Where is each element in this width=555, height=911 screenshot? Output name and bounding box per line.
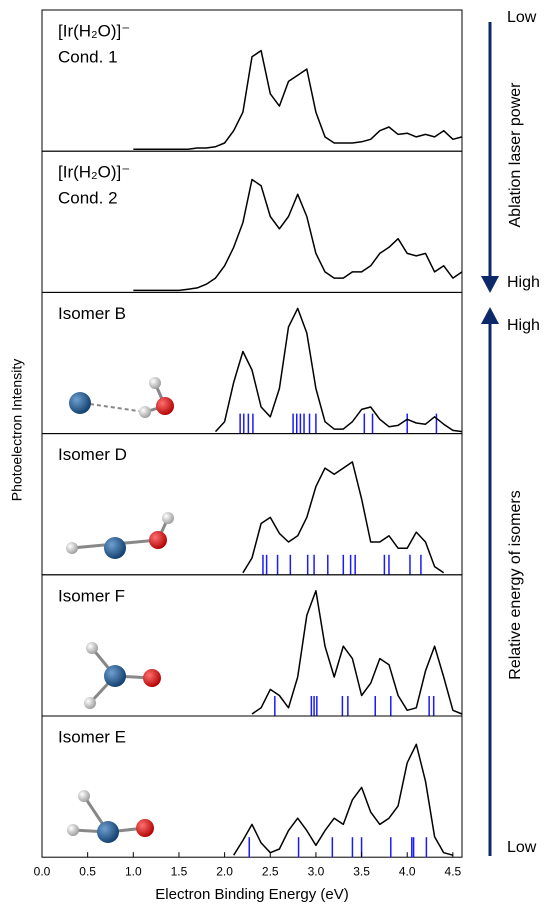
spectrum-line xyxy=(233,743,454,856)
molecule-e xyxy=(67,790,154,843)
y-axis-label: Photoelectron Intensity xyxy=(9,359,25,501)
annotation: High xyxy=(507,317,540,334)
molecule-f xyxy=(84,642,161,709)
arrow-head xyxy=(481,307,499,324)
annotation: Low xyxy=(507,839,537,856)
panel-frame xyxy=(41,715,463,858)
spectrum-line xyxy=(214,307,463,433)
spectrum-line xyxy=(133,178,463,292)
arrows xyxy=(481,22,499,856)
panel-title: [Ir(H₂O)]⁻ xyxy=(58,163,130,182)
annotation: Low xyxy=(507,9,537,26)
x-tick-label: 0.5 xyxy=(79,864,96,878)
x-tick-label: 2.5 xyxy=(262,864,279,878)
x-tick-label: 2.0 xyxy=(216,864,233,878)
molecule-d xyxy=(66,512,174,559)
x-tick-label: 4.0 xyxy=(399,864,416,878)
x-axis-label: Electron Binding Energy (eV) xyxy=(155,886,348,903)
arrow-head xyxy=(481,276,499,293)
annotation: High xyxy=(507,274,540,291)
annotation: Ablation laser power xyxy=(507,82,524,228)
x-tick-label: 0.0 xyxy=(34,864,51,878)
panel-title: Isomer D xyxy=(58,445,127,464)
x-tick-label: 3.0 xyxy=(308,864,325,878)
spectrum-line xyxy=(251,590,463,715)
spectrum-line xyxy=(133,49,463,150)
panel-title: [Ir(H₂O)]⁻ xyxy=(58,21,130,40)
x-tick-label: 1.0 xyxy=(125,864,142,878)
x-tick-label: 1.5 xyxy=(171,864,188,878)
panel-subtitle: Cond. 1 xyxy=(58,47,118,66)
panel-title: Isomer F xyxy=(58,586,125,605)
molecule-b xyxy=(69,377,174,418)
annotation: Relative energy of isomers xyxy=(507,490,524,679)
panel-subtitle: Cond. 2 xyxy=(58,189,118,208)
spectrum-line xyxy=(242,461,445,574)
x-tick-label: 3.5 xyxy=(353,864,370,878)
panel-title: Isomer E xyxy=(58,727,126,746)
x-tick-label: 4.5 xyxy=(445,864,462,878)
panel-title: Isomer B xyxy=(58,304,126,323)
